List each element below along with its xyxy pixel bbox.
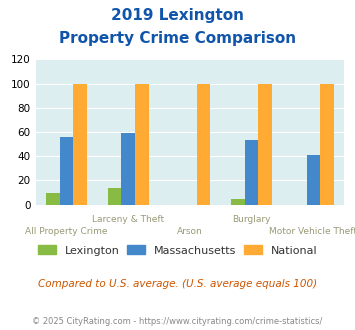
Text: Compared to U.S. average. (U.S. average equals 100): Compared to U.S. average. (U.S. average … [38, 279, 317, 289]
Text: Motor Vehicle Theft: Motor Vehicle Theft [269, 227, 355, 236]
Bar [245, 141, 258, 205]
Bar [108, 188, 121, 205]
Bar [60, 137, 73, 205]
Legend: Lexington, Massachusetts, National: Lexington, Massachusetts, National [33, 241, 322, 260]
Bar [258, 83, 272, 205]
Bar [197, 83, 210, 205]
Text: © 2025 CityRating.com - https://www.cityrating.com/crime-statistics/: © 2025 CityRating.com - https://www.city… [32, 317, 323, 326]
Text: Larceny & Theft: Larceny & Theft [92, 215, 164, 224]
Bar [121, 133, 135, 205]
Bar [320, 83, 334, 205]
Text: Arson: Arson [177, 227, 203, 236]
Text: 2019 Lexington: 2019 Lexington [111, 8, 244, 23]
Text: Burglary: Burglary [233, 215, 271, 224]
Bar [46, 192, 60, 205]
Bar [73, 83, 87, 205]
Text: All Property Crime: All Property Crime [25, 227, 108, 236]
Bar [307, 155, 320, 205]
Text: Property Crime Comparison: Property Crime Comparison [59, 31, 296, 46]
Bar [135, 83, 148, 205]
Bar [231, 199, 245, 205]
